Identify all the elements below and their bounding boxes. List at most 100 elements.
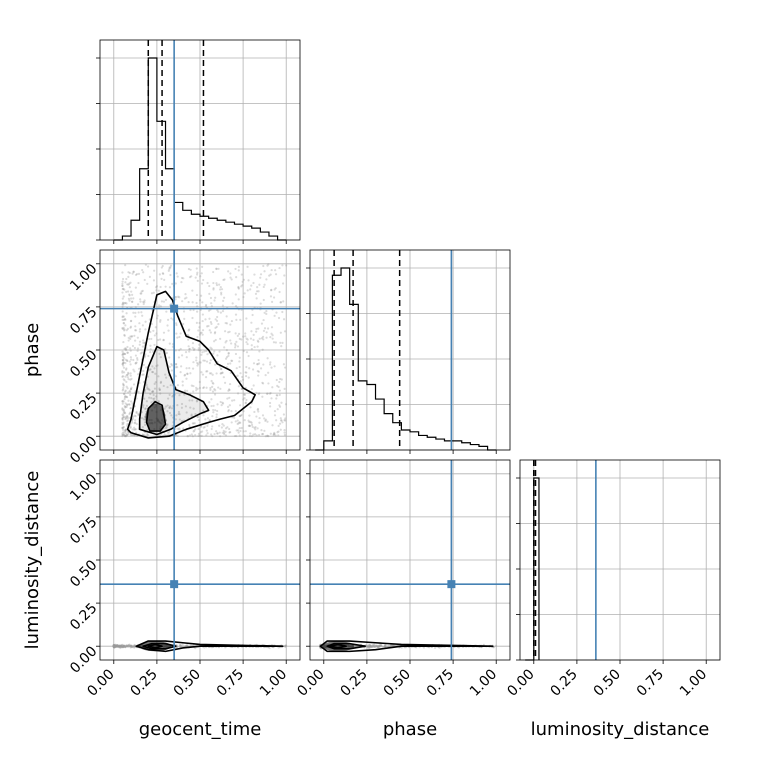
scatter-point <box>244 371 247 374</box>
scatter-point <box>227 270 230 273</box>
scatter-point <box>195 321 198 324</box>
scatter-point <box>238 427 241 430</box>
scatter-point <box>115 644 118 648</box>
scatter-point <box>225 356 229 359</box>
scatter-point <box>157 338 160 342</box>
scatter-point <box>201 329 205 332</box>
scatter-point <box>380 643 383 647</box>
scatter-point <box>123 288 126 291</box>
scatter-point <box>234 313 238 316</box>
scatter-point <box>240 426 243 430</box>
y-tick-label: 0.00 <box>67 433 100 466</box>
scatter-point <box>253 345 256 349</box>
scatter-point <box>112 644 115 647</box>
scatter-point <box>115 644 118 647</box>
scatter-point <box>383 645 387 648</box>
scatter-point <box>124 324 127 327</box>
scatter-point <box>250 435 254 438</box>
scatter-point <box>246 338 249 341</box>
scatter-point <box>140 290 143 293</box>
scatter-point <box>160 300 164 303</box>
scatter-point <box>124 281 127 284</box>
scatter-point <box>123 334 126 337</box>
hist-panel-phase <box>306 249 511 454</box>
scatter-point <box>270 289 273 292</box>
scatter-point <box>123 645 126 648</box>
scatter-point <box>208 372 212 375</box>
scatter-point <box>216 432 219 435</box>
scatter-point <box>121 302 125 305</box>
scatter-point <box>125 433 129 436</box>
scatter-point <box>131 644 134 647</box>
scatter-point <box>264 418 268 421</box>
scatter-point <box>113 645 117 649</box>
scatter-point <box>153 269 156 272</box>
scatter-point <box>212 404 215 407</box>
scatter-point <box>159 380 163 383</box>
scatter-point <box>244 402 247 405</box>
scatter-point <box>272 433 275 436</box>
scatter-point <box>151 390 155 393</box>
scatter-point <box>255 391 258 394</box>
scatter-point <box>274 434 277 437</box>
scatter-point <box>112 645 115 648</box>
scatter-point <box>132 297 135 300</box>
scatter-point <box>138 322 141 325</box>
scatter-point <box>112 645 115 648</box>
scatter-point <box>233 346 237 349</box>
scatter-point <box>134 329 138 332</box>
scatter-point <box>207 309 211 312</box>
scatter-point <box>119 644 122 648</box>
scatter-point <box>129 426 132 429</box>
scatter-point <box>121 355 125 358</box>
scatter-point <box>122 409 125 412</box>
scatter-point <box>270 332 273 335</box>
scatter-point <box>261 395 264 398</box>
scatter-point <box>143 423 147 427</box>
scatter-point <box>391 644 394 647</box>
scatter-point <box>384 643 387 646</box>
scatter-point <box>114 645 118 648</box>
scatter-point <box>142 373 145 376</box>
scatter-point <box>188 367 191 370</box>
scatter-point <box>206 353 209 356</box>
scatter-point <box>122 301 125 304</box>
scatter-point <box>128 393 132 397</box>
scatter-point <box>383 645 386 648</box>
scatter-point <box>252 362 256 365</box>
scatter-point <box>239 372 242 375</box>
scatter-point <box>189 372 192 375</box>
scatter-point <box>127 645 130 648</box>
scatter-point <box>126 422 129 426</box>
scatter-point <box>128 299 131 302</box>
scatter-point <box>238 337 241 340</box>
scatter-point <box>134 361 137 365</box>
scatter-point <box>147 387 150 391</box>
scatter-point <box>134 362 137 365</box>
scatter-point <box>215 372 218 375</box>
scatter-point <box>209 320 212 324</box>
scatter-point <box>121 645 124 648</box>
scatter-point <box>177 410 181 414</box>
scatter-point <box>284 645 287 648</box>
scatter-point <box>117 645 121 648</box>
scatter-point <box>121 402 124 405</box>
scatter-point <box>282 363 286 366</box>
scatter-point <box>121 645 125 648</box>
scatter-point <box>254 425 257 429</box>
scatter-point <box>255 327 258 331</box>
scatter-point <box>376 645 380 648</box>
scatter-point <box>196 387 199 390</box>
scatter-point <box>262 318 265 322</box>
scatter-point <box>132 270 135 273</box>
scatter-point <box>369 645 372 648</box>
scatter-point <box>124 429 127 433</box>
scatter-point <box>236 419 239 422</box>
scatter-point <box>227 351 230 355</box>
scatter-point <box>169 264 173 267</box>
scatter-point <box>154 381 157 384</box>
scatter-point <box>208 401 211 404</box>
scatter-point <box>213 340 216 343</box>
scatter-point <box>174 375 178 378</box>
scatter-point <box>167 318 170 321</box>
